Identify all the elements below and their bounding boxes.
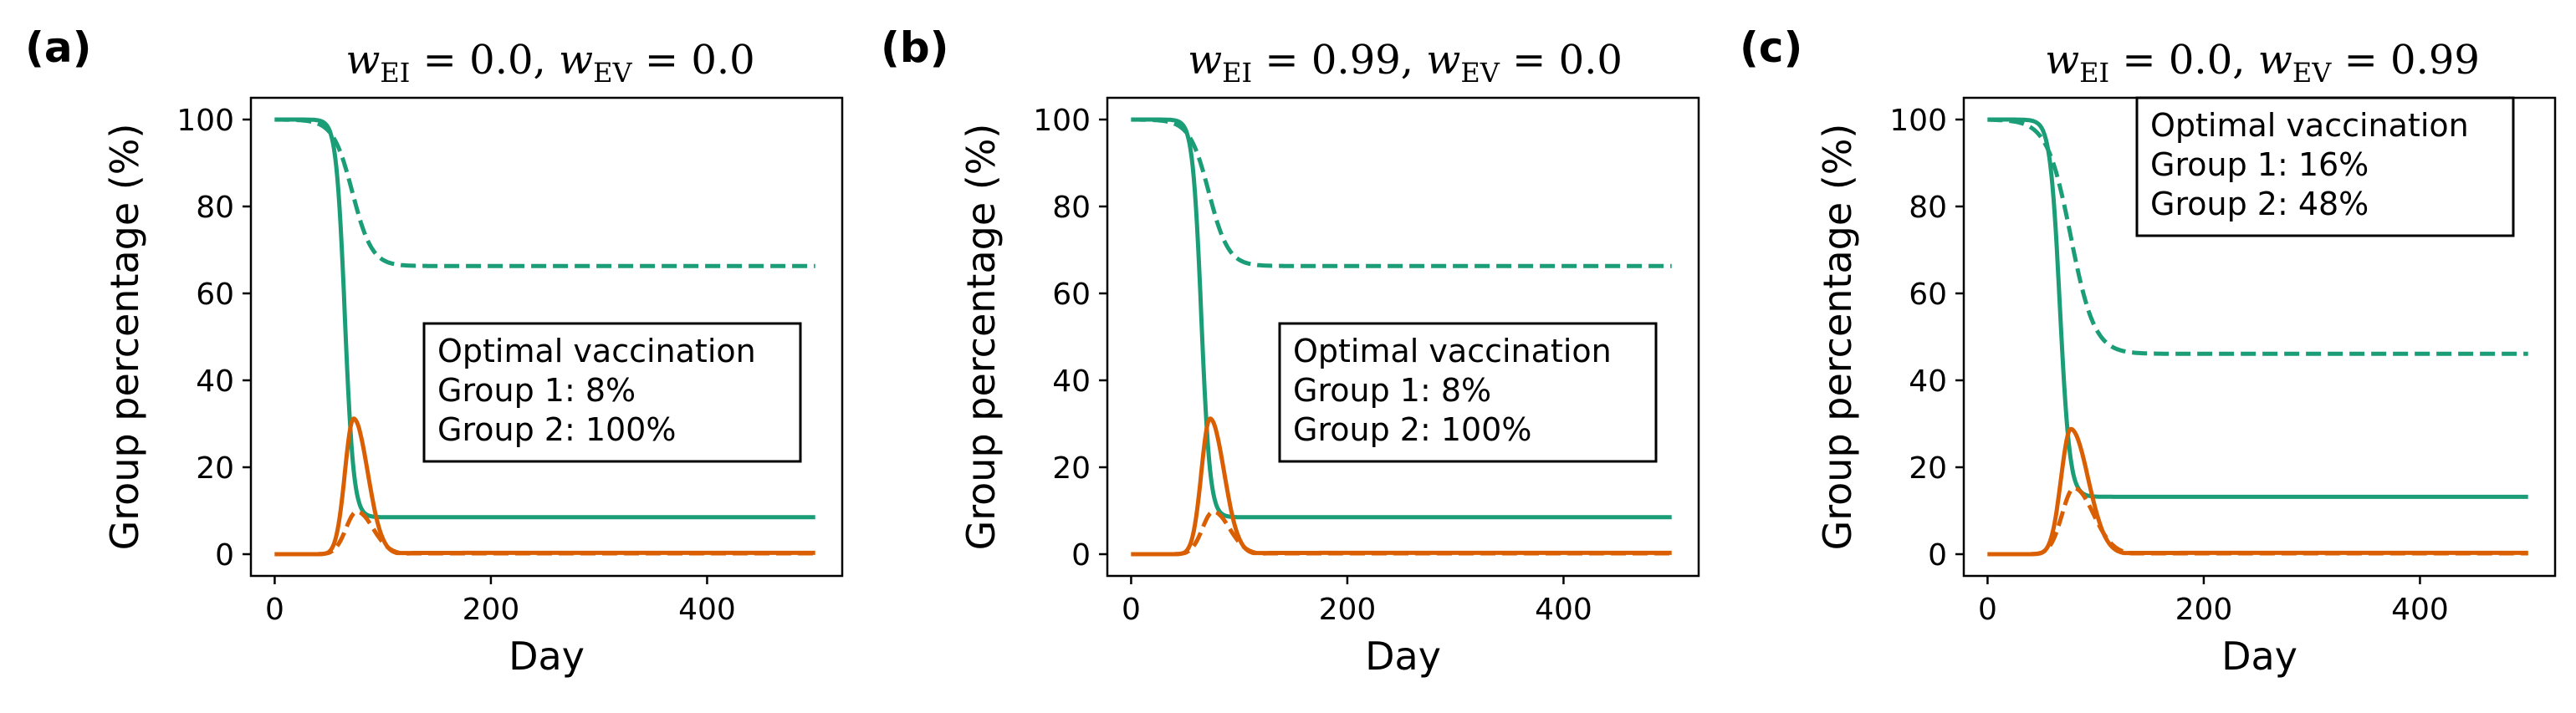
y-tick-label: 60 bbox=[1909, 278, 1947, 312]
y-tick-label: 40 bbox=[1052, 364, 1091, 399]
plot-frame bbox=[1106, 96, 1700, 578]
y-tick-label: 100 bbox=[1033, 104, 1091, 138]
x-tick-label: 200 bbox=[2175, 593, 2233, 627]
y-tick-label: 40 bbox=[1909, 364, 1947, 399]
y-tick-label: 20 bbox=[1909, 451, 1947, 486]
axes: 0 200 400 0 20 40 60 80 100 bbox=[1889, 96, 2557, 627]
plot-area bbox=[1130, 117, 1673, 557]
y-tick-label: 0 bbox=[215, 538, 234, 573]
green-dashed-series-line bbox=[1130, 117, 1673, 268]
y-tick-label: 60 bbox=[1052, 278, 1091, 312]
y-axis-label: Group percentage (%) bbox=[1815, 124, 1860, 551]
panel-title: wEI = 0.99, wEV = 0.0 bbox=[1188, 37, 1623, 89]
x-tick-label: 0 bbox=[265, 593, 284, 627]
x-tick-label: 200 bbox=[1319, 593, 1377, 627]
y-tick-label: 20 bbox=[196, 451, 234, 486]
annotation-line-3: Group 2: 100% bbox=[1293, 411, 1531, 448]
x-tick-label: 400 bbox=[678, 593, 736, 627]
x-tick-label: 400 bbox=[2391, 593, 2449, 627]
x-axis-label: Day bbox=[1365, 634, 1441, 679]
x-tick-label: 0 bbox=[1122, 593, 1141, 627]
panel-b: (b) wEI = 0.99, wEV = 0.0 0 200 400 0 20 40 60… bbox=[881, 23, 1700, 679]
axes: 0 200 400 0 20 40 60 80 100 bbox=[176, 96, 844, 627]
green-solid-series-line bbox=[1130, 117, 1673, 520]
plot-area bbox=[1986, 117, 2529, 557]
y-tick-label: 80 bbox=[1909, 191, 1947, 225]
green-dashed-series-line bbox=[1986, 117, 2529, 356]
x-axis-label: Day bbox=[2221, 634, 2297, 679]
annotation-line-1: Optimal vaccination bbox=[1293, 333, 1612, 369]
orange-dashed-series-line bbox=[1986, 486, 2529, 557]
plot-frame bbox=[249, 96, 844, 578]
annotation-line-1: Optimal vaccination bbox=[2150, 107, 2469, 144]
optimal-vaccination-annotation: Optimal vaccination Group 1: 8% Group 2:… bbox=[1278, 322, 1658, 463]
panel-title: wEI = 0.0, wEV = 0.99 bbox=[2045, 37, 2480, 89]
panel-title: wEI = 0.0, wEV = 0.0 bbox=[345, 37, 754, 89]
y-tick-label: 80 bbox=[1052, 191, 1091, 225]
panel-label: (a) bbox=[25, 23, 91, 72]
orange-dashed-series-line bbox=[273, 509, 816, 557]
annotation-box bbox=[1278, 322, 1658, 463]
y-tick-label: 0 bbox=[1071, 538, 1091, 573]
annotation-line-2: Group 1: 8% bbox=[1293, 372, 1491, 409]
y-axis-label: Group percentage (%) bbox=[102, 124, 147, 551]
y-tick-label: 60 bbox=[196, 278, 234, 312]
y-axis-label: Group percentage (%) bbox=[958, 124, 1004, 551]
annotation-box bbox=[2135, 96, 2515, 237]
x-axis-label: Day bbox=[509, 634, 585, 679]
y-tick-label: 100 bbox=[176, 104, 234, 138]
panel-label: (c) bbox=[1740, 23, 1802, 72]
optimal-vaccination-annotation: Optimal vaccination Group 1: 8% Group 2:… bbox=[422, 322, 802, 463]
green-solid-series-line bbox=[273, 117, 816, 520]
panel-label: (b) bbox=[881, 23, 949, 72]
annotation-line-1: Optimal vaccination bbox=[437, 333, 756, 369]
y-tick-label: 0 bbox=[1928, 538, 1947, 573]
orange-dashed-series-line bbox=[1130, 509, 1673, 557]
optimal-vaccination-annotation: Optimal vaccination Group 1: 16% Group 2… bbox=[2135, 96, 2515, 237]
annotation-line-2: Group 1: 8% bbox=[437, 372, 636, 409]
y-tick-label: 80 bbox=[196, 191, 234, 225]
green-dashed-series-line bbox=[273, 117, 816, 268]
x-tick-label: 400 bbox=[1535, 593, 1592, 627]
y-tick-label: 20 bbox=[1052, 451, 1091, 486]
annotation-box bbox=[422, 322, 802, 463]
plot-area bbox=[273, 117, 816, 557]
annotation-line-2: Group 1: 16% bbox=[2150, 146, 2369, 183]
panel-a: (a) wEI = 0.0, wEV = 0.0 0 200 400 0 20 40 60 8… bbox=[25, 23, 844, 679]
x-tick-label: 0 bbox=[1978, 593, 1997, 627]
axes: 0 200 400 0 20 40 60 80 100 bbox=[1033, 96, 1700, 627]
y-tick-label: 100 bbox=[1889, 104, 1947, 138]
annotation-line-3: Group 2: 48% bbox=[2150, 186, 2369, 222]
annotation-line-3: Group 2: 100% bbox=[437, 411, 676, 448]
y-tick-label: 40 bbox=[196, 364, 234, 399]
panel-c: (c) wEI = 0.0, wEV = 0.99 0 200 400 0 20 40 60… bbox=[1740, 23, 2557, 679]
x-tick-label: 200 bbox=[463, 593, 520, 627]
